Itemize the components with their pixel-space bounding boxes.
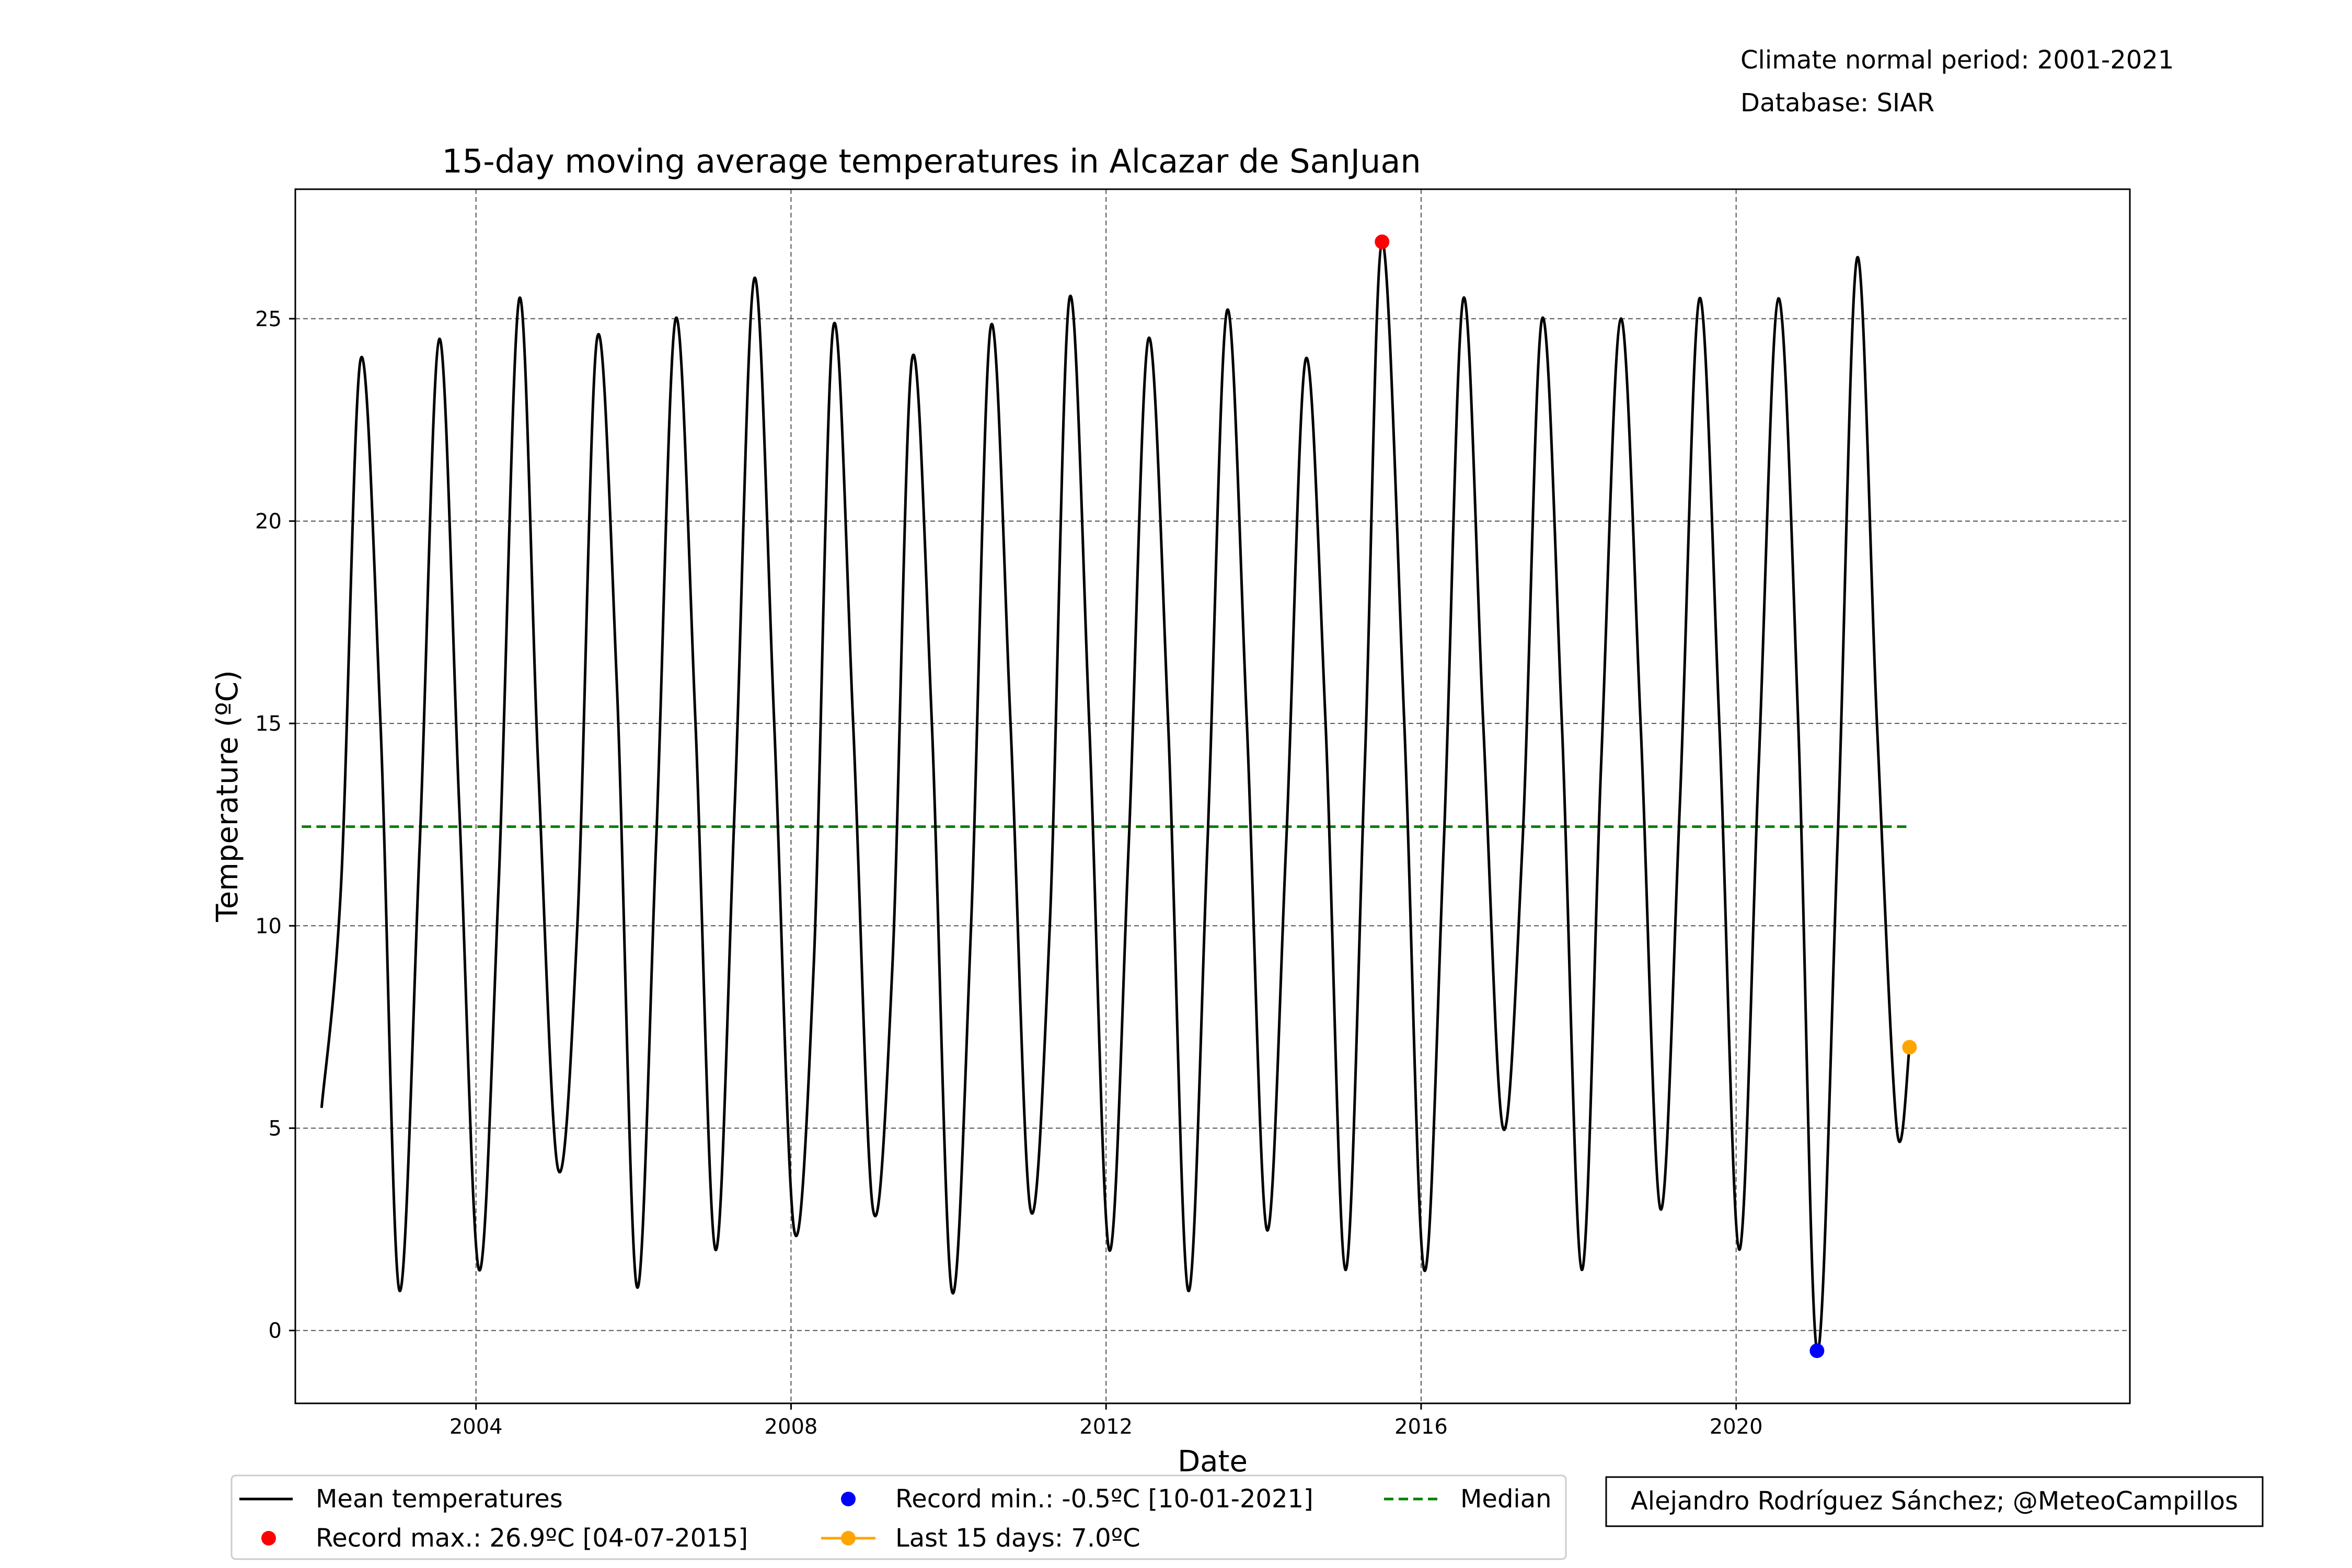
legend-label-median: Median [1460, 1484, 1552, 1514]
chart-title: 15-day moving average temperatures in Al… [442, 142, 1421, 180]
y-tick-label: 15 [255, 712, 282, 736]
info-line-1: Climate normal period: 2001-2021 [1740, 45, 2174, 75]
x-tick-label: 2008 [765, 1415, 818, 1439]
series-line-mean [320, 240, 1911, 1353]
x-axis-ticks: 2004 2008 2012 2016 2020 [449, 1403, 1763, 1439]
record-min-point [1809, 1343, 1825, 1358]
y-axis-ticks: 0 5 10 15 20 25 [255, 307, 295, 1343]
legend-frame [230, 1474, 1567, 1560]
marker-layer [1375, 234, 1917, 1358]
credit-box: Alejandro Rodríguez Sánchez; @MeteoCampi… [1605, 1476, 2264, 1527]
legend-label-record-min: Record min.: -0.5ºC [10-01-2021] [895, 1484, 1313, 1514]
legend-swatch-record-min [841, 1492, 856, 1506]
grid [295, 189, 2130, 1403]
x-tick-label: 2016 [1394, 1415, 1448, 1439]
legend-swatch-record-max [261, 1531, 276, 1546]
x-tick-label: 2012 [1079, 1415, 1133, 1439]
y-tick-label: 20 [255, 510, 282, 534]
info-line-2: Database: SIAR [1740, 88, 1934, 118]
series-layer [320, 240, 1911, 1353]
y-tick-label: 10 [255, 914, 282, 938]
x-tick-label: 2004 [449, 1415, 503, 1439]
legend-label-last: Last 15 days: 7.0ºC [895, 1524, 1140, 1553]
y-tick-label: 0 [269, 1319, 282, 1343]
legend-label-mean: Mean temperatures [316, 1484, 563, 1514]
legend: Mean temperatures Record max.: 26.9ºC [0… [230, 1474, 1567, 1560]
record-max-point [1375, 234, 1390, 249]
credit-text: Alejandro Rodríguez Sánchez; @MeteoCampi… [1631, 1486, 2238, 1516]
y-axis-label: Temperature (ºC) [211, 670, 245, 923]
last-15-days-point [1902, 1040, 1917, 1055]
legend-label-record-max: Record max.: 26.9ºC [04-07-2015] [316, 1524, 748, 1553]
x-axis-label: Date [1178, 1445, 1248, 1479]
x-tick-label: 2020 [1710, 1415, 1763, 1439]
y-tick-label: 5 [269, 1116, 282, 1140]
credit-frame [1605, 1476, 2264, 1527]
y-tick-label: 25 [255, 307, 282, 331]
legend-swatch-last [841, 1531, 856, 1546]
plot-frame [294, 188, 2131, 1404]
